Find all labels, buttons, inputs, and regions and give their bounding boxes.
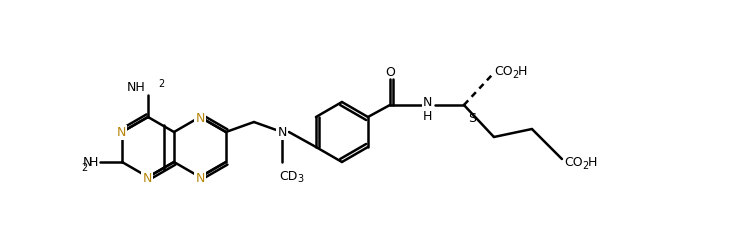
Text: N: N bbox=[277, 126, 286, 139]
Text: 2: 2 bbox=[512, 70, 518, 80]
Text: N: N bbox=[142, 171, 152, 184]
Text: S: S bbox=[468, 112, 476, 125]
Text: H: H bbox=[518, 64, 527, 77]
Text: H: H bbox=[424, 109, 432, 122]
Text: N: N bbox=[424, 96, 432, 109]
Text: 2: 2 bbox=[158, 79, 164, 89]
Text: O: O bbox=[385, 65, 395, 78]
Text: CO: CO bbox=[564, 155, 582, 168]
Text: N: N bbox=[195, 171, 205, 184]
Text: CO: CO bbox=[494, 64, 512, 77]
Text: 3: 3 bbox=[297, 173, 303, 183]
Text: N: N bbox=[117, 126, 125, 139]
Text: N: N bbox=[195, 111, 205, 124]
Text: 2: 2 bbox=[582, 160, 588, 170]
Text: 2: 2 bbox=[81, 162, 87, 172]
Text: H: H bbox=[89, 156, 98, 169]
Text: H: H bbox=[588, 155, 597, 168]
Text: NH: NH bbox=[128, 80, 146, 93]
Text: CD: CD bbox=[279, 169, 297, 182]
Text: N: N bbox=[82, 156, 92, 169]
